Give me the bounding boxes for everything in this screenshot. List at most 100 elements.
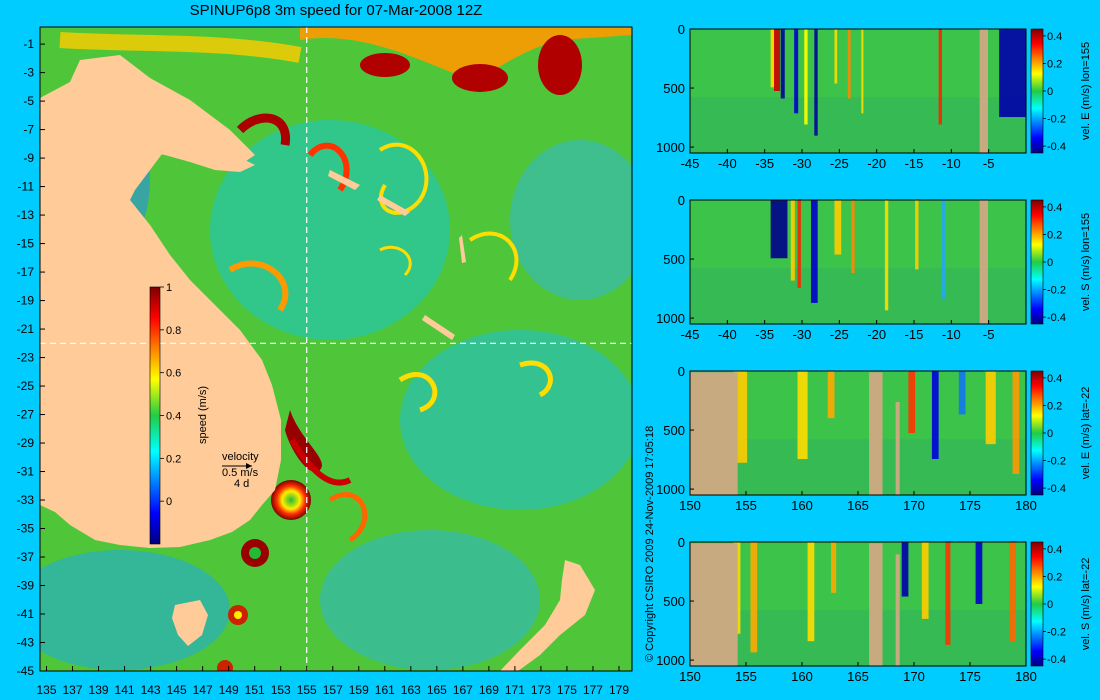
map-y-tick-label: -23 <box>17 351 35 365</box>
section-x-tick-label: -45 <box>681 156 700 171</box>
section-streak <box>810 200 818 303</box>
section-streak <box>797 371 808 460</box>
map-x-tick-label: 161 <box>375 683 395 697</box>
section-colorbar <box>1030 370 1044 496</box>
section-colorbar <box>1030 541 1044 667</box>
map-x-tick-label: 155 <box>297 683 317 697</box>
section-colorbar-tick-label: -0.2 <box>1047 285 1066 297</box>
section-x-tick-label: -15 <box>905 327 924 342</box>
warm-eddy <box>228 605 248 625</box>
section-field <box>690 371 1026 495</box>
section-streak <box>975 542 983 604</box>
section-colorbar-tick-label: 0 <box>1047 257 1053 269</box>
section-colorbar-tick-label: 0.4 <box>1047 373 1062 385</box>
section-x-tick-label: 150 <box>679 669 701 684</box>
colorbar-tick-label: 1 <box>166 282 172 294</box>
map-x-tick-label: 175 <box>557 683 577 697</box>
section-colorbar-label: vel. S (m/s) lon=155 <box>1080 213 1092 311</box>
map-x-tick-label: 159 <box>349 683 369 697</box>
colorbar-tick-label: 0.4 <box>166 411 181 423</box>
velocity-key: velocity 0.5 m/s 4 d <box>222 451 259 490</box>
swirl <box>379 245 412 277</box>
section-streak <box>931 371 939 460</box>
section-land-mask <box>869 543 883 666</box>
warm-eddy <box>217 660 233 671</box>
section-colorbar-label: vel. E (m/s) lon=155 <box>1080 42 1092 140</box>
section-x-tick-label: -15 <box>905 156 924 171</box>
jet-core <box>538 35 582 95</box>
section-x-tick-label: 180 <box>1015 669 1037 684</box>
colorbar-ticks: 1 0.8 0.6 0.4 0.2 0 <box>160 282 181 508</box>
east-australian-current <box>289 438 352 486</box>
map-y-tick-label: -9 <box>23 151 34 165</box>
section-y-tick-label: 500 <box>663 423 685 438</box>
section-streak <box>814 29 818 136</box>
section-x-tick-label: 155 <box>735 498 757 513</box>
section-streak <box>733 542 741 634</box>
section-land-mask <box>979 29 989 153</box>
section-colorbar-tick-label: -0.4 <box>1047 312 1066 324</box>
section-frame <box>689 28 1027 154</box>
section-streak <box>834 29 838 84</box>
section-x-tick-label: -30 <box>793 156 812 171</box>
map-axis-ticks: 135 137 139 141 143 145 147 149 151 153 155 157 159 1… <box>17 37 630 697</box>
field-patch <box>40 550 230 670</box>
section-streak <box>999 29 1026 118</box>
map-x-tick-label: 141 <box>115 683 135 697</box>
section-frame <box>689 199 1027 325</box>
section-streak <box>834 200 842 255</box>
section-colorbar <box>1030 28 1044 154</box>
map-y-tick-label: -1 <box>23 37 34 51</box>
map-y-tick-label: -19 <box>17 294 35 308</box>
map-y-tick-label: -27 <box>17 408 35 422</box>
section-colorbar-tick-label: 0 <box>1047 86 1053 98</box>
map-y-tick-label: -15 <box>17 237 35 251</box>
section-streak <box>770 200 788 259</box>
map-y-tick-label: -3 <box>23 66 34 80</box>
section-streak <box>942 200 946 300</box>
landmass-australia <box>40 55 281 548</box>
section-y-tick-label: 1000 <box>656 311 685 326</box>
section-x-tick-label: 170 <box>903 498 925 513</box>
field-patch <box>40 90 150 270</box>
island-solomon <box>328 170 360 190</box>
north-jet <box>300 27 632 80</box>
section-x-tick-label: -10 <box>942 327 961 342</box>
section-streak <box>938 29 942 125</box>
jet-core <box>360 53 410 77</box>
section-y-tick-label: 0 <box>678 535 685 550</box>
swirl <box>228 260 289 312</box>
landmass-new-guinea <box>40 95 255 172</box>
map-y-tick-label: -45 <box>17 664 35 678</box>
swirl <box>519 360 553 398</box>
jet-band <box>307 142 350 192</box>
section-land-mask <box>690 543 738 666</box>
section-colorbar-tick-label: -0.4 <box>1047 654 1066 666</box>
section-x-tick-label: 175 <box>959 669 981 684</box>
section-streak <box>780 29 785 99</box>
section-colorbar-label: vel. E (m/s) lat=-22 <box>1080 387 1092 480</box>
section-colorbar <box>1030 199 1044 325</box>
map-frame <box>39 26 633 672</box>
section-x-tick-label: -40 <box>718 156 737 171</box>
section-colorbar-tick-label: 0 <box>1047 428 1053 440</box>
map-y-tick-label: -43 <box>17 636 35 650</box>
section-x-tick-label: -40 <box>718 327 737 342</box>
section-streak <box>770 29 775 88</box>
map-y-tick-label: -33 <box>17 493 35 507</box>
section-streak <box>797 200 801 289</box>
colorbar-tick-label: 0.2 <box>166 453 181 465</box>
section-x-tick-label: 165 <box>847 669 869 684</box>
map-x-tick-label: 143 <box>141 683 161 697</box>
section-field <box>690 542 1026 666</box>
section-field <box>690 29 1026 153</box>
section-y-tick-label: 500 <box>663 81 685 96</box>
section-shade <box>690 268 1026 324</box>
map-y-tick-label: -31 <box>17 465 35 479</box>
section-x-tick-label: -20 <box>867 156 886 171</box>
figure-title: SPINUP6p8 3m speed for 07-Mar-2008 12Z <box>189 2 483 19</box>
velocity-key-arrowhead <box>246 463 252 469</box>
section-x-tick-label: -45 <box>681 327 700 342</box>
